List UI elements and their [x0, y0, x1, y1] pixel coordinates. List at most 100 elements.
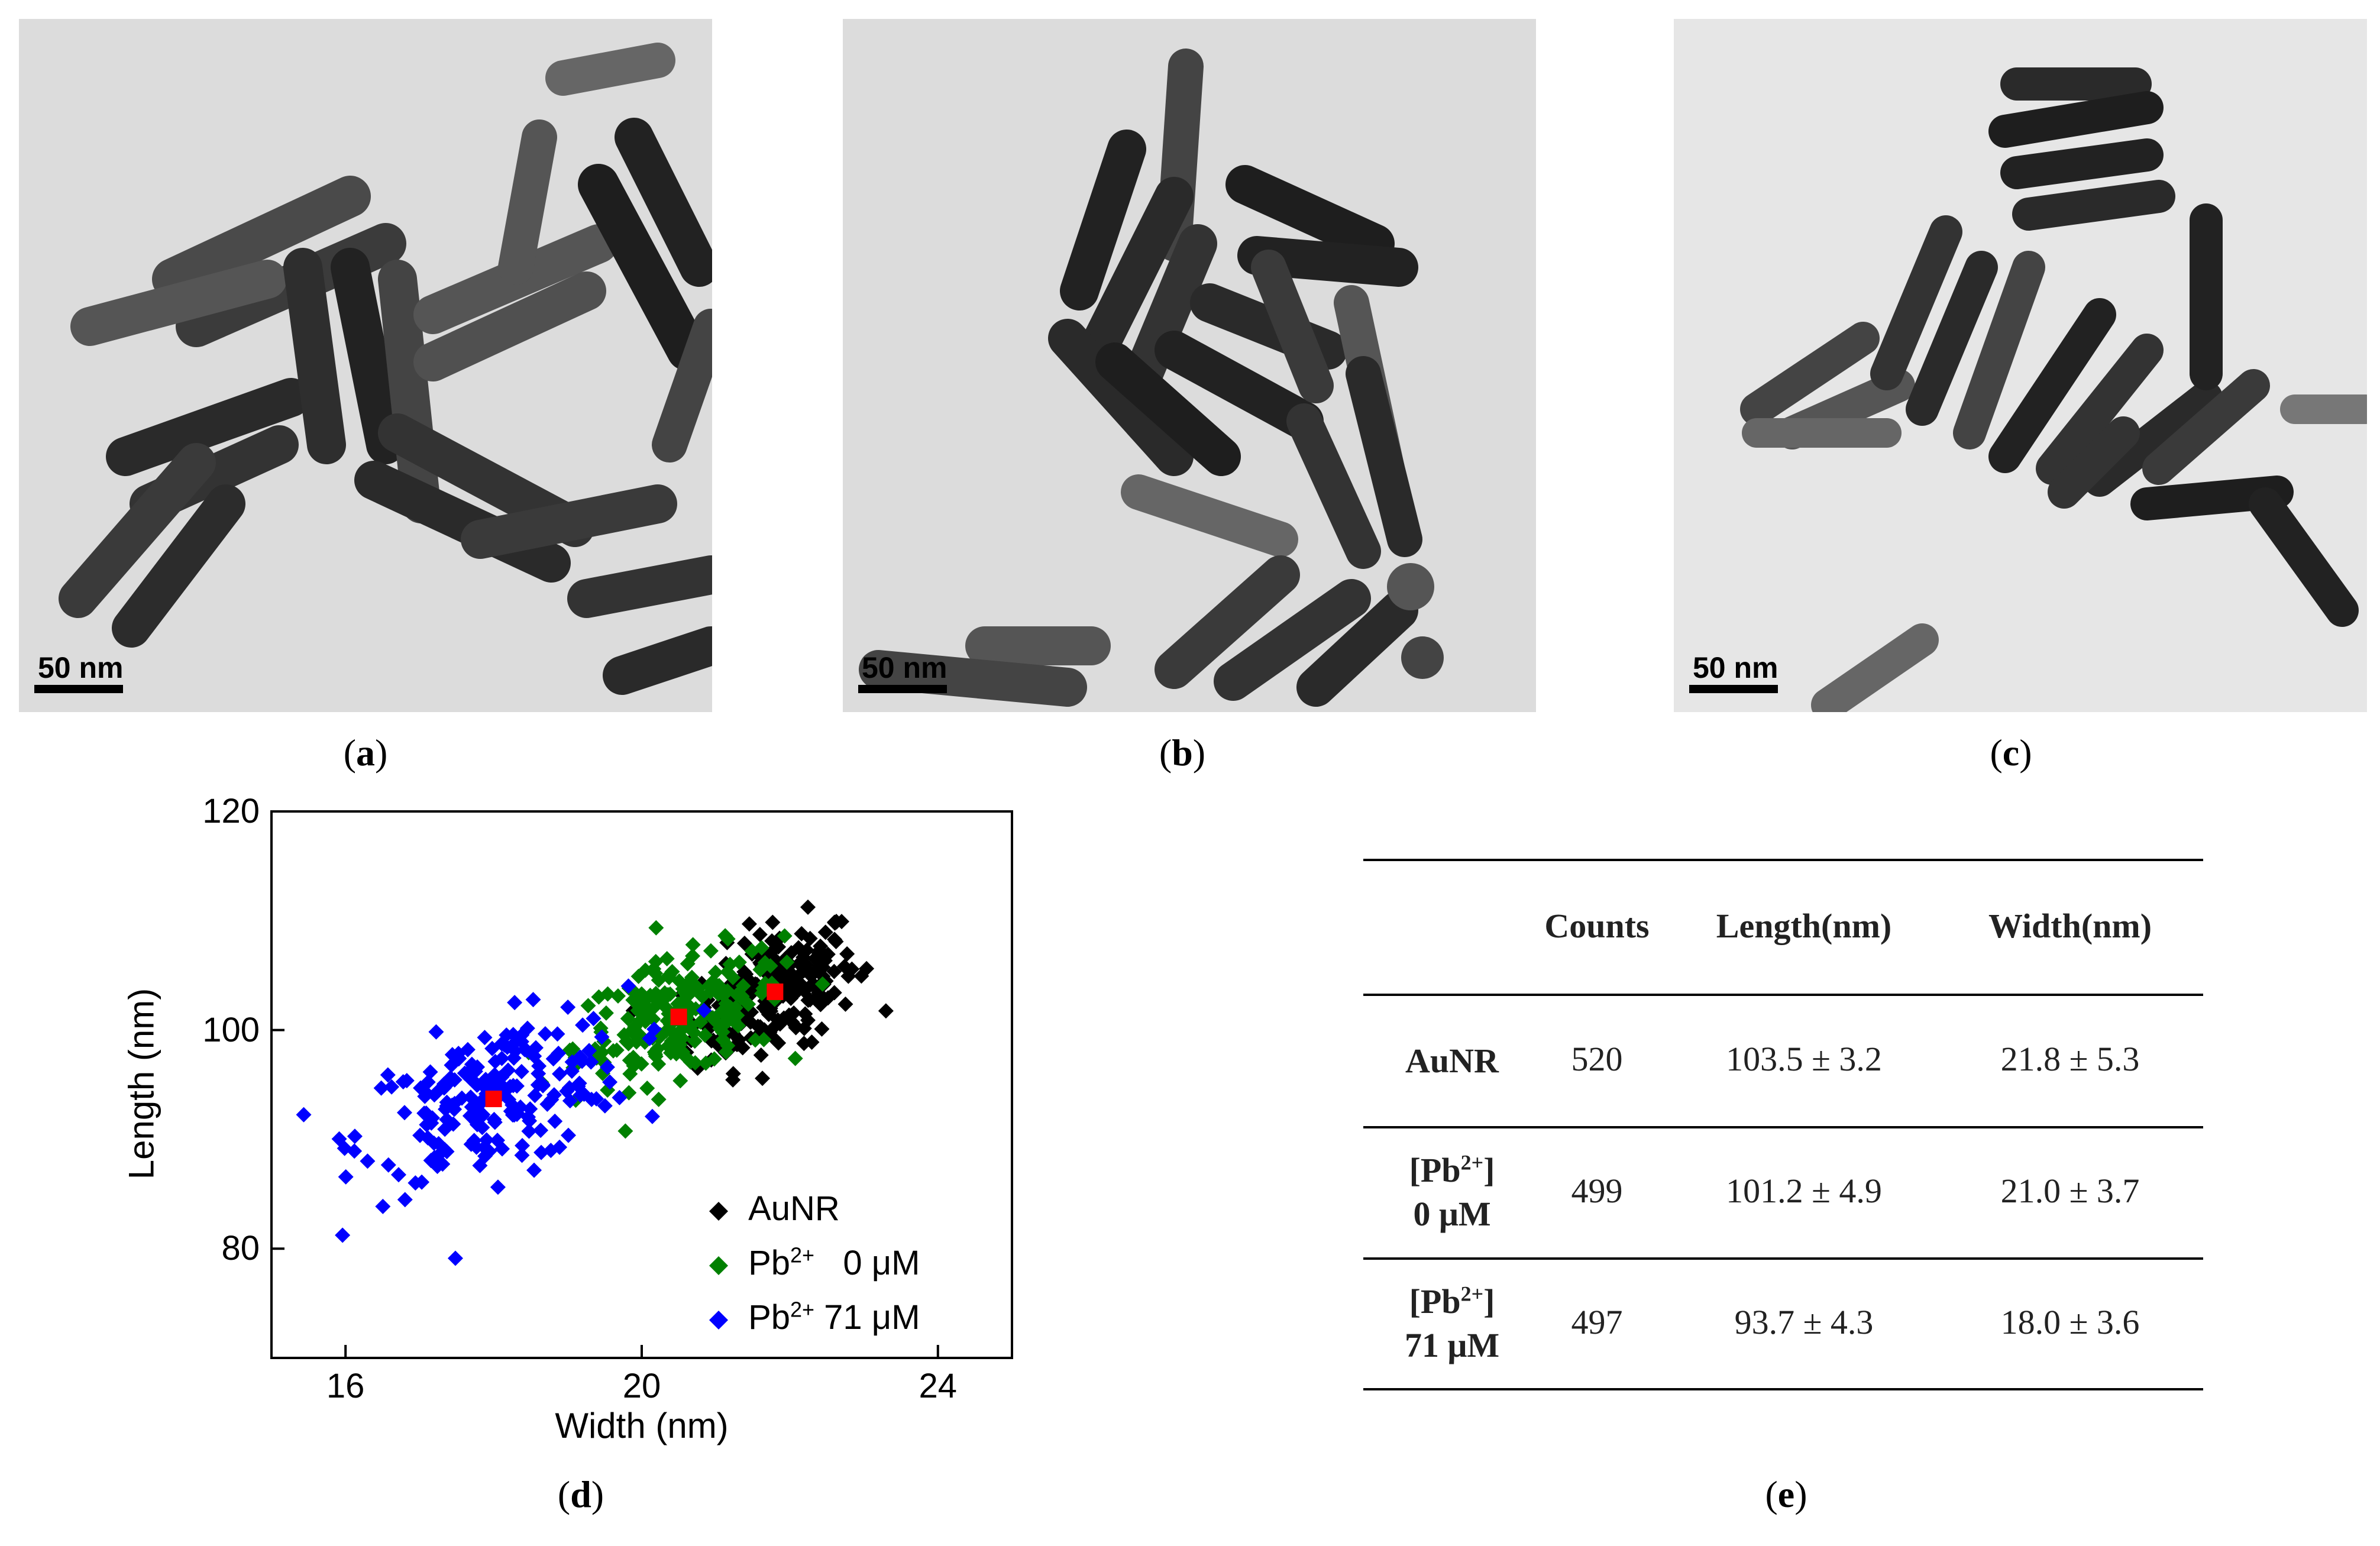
- data-point: [428, 1024, 444, 1040]
- data-point: [741, 916, 757, 932]
- data-point: [525, 992, 541, 1008]
- data-point: [754, 940, 769, 956]
- data-point: [494, 1141, 510, 1157]
- data-point: [671, 973, 687, 989]
- data-point: [380, 1157, 396, 1173]
- legend-marker: [709, 1311, 729, 1330]
- header-length: Length(nm): [1716, 907, 1892, 945]
- data-point: [447, 1101, 463, 1117]
- row-name-pb-71: [Pb2+] 71 μM: [1404, 1282, 1500, 1364]
- data-point: [672, 1073, 688, 1089]
- data-point: [583, 1054, 599, 1070]
- data-point: [462, 1108, 478, 1124]
- data-point: [648, 1049, 664, 1065]
- data-point: [859, 960, 875, 976]
- data-point: [794, 926, 810, 942]
- cell-counts: 497: [1571, 1303, 1623, 1341]
- data-point: [494, 1050, 510, 1066]
- data-point: [522, 1101, 538, 1117]
- data-point: [526, 1162, 542, 1178]
- table-row2-rule: [1363, 1257, 2203, 1260]
- data-point: [423, 1153, 439, 1169]
- legend-marker: [709, 1256, 729, 1276]
- mean-marker: [767, 983, 784, 1000]
- data-point: [545, 1051, 561, 1067]
- data-point: [648, 920, 664, 936]
- data-point: [492, 1070, 508, 1086]
- data-point: [697, 1027, 713, 1043]
- data-point: [787, 1050, 803, 1066]
- data-point: [702, 979, 718, 995]
- data-point: [814, 976, 830, 992]
- data-point: [507, 1043, 523, 1059]
- data-point: [800, 899, 816, 915]
- y-tick-label: 80: [221, 1229, 260, 1268]
- data-point: [575, 1017, 591, 1033]
- data-point: [791, 940, 807, 956]
- tem-image-c: 50 nm: [1674, 19, 2367, 712]
- row-name-pb-0: [Pb2+] 0 μM: [1409, 1150, 1495, 1233]
- legend-label: AuNR: [748, 1189, 840, 1228]
- data-point: [375, 1198, 391, 1214]
- data-point: [740, 996, 756, 1012]
- data-point: [765, 914, 781, 930]
- data-point: [696, 1002, 712, 1018]
- data-point: [574, 1053, 590, 1069]
- data-point: [685, 937, 701, 953]
- data-point: [687, 1033, 703, 1049]
- data-point: [397, 1192, 413, 1208]
- data-point: [486, 1111, 502, 1127]
- data-point: [648, 953, 664, 969]
- data-point: [730, 1018, 746, 1034]
- data-point: [729, 987, 745, 1002]
- data-point: [395, 1074, 411, 1090]
- data-point: [469, 1104, 485, 1120]
- panel-label-e: (e): [1765, 1473, 1807, 1515]
- data-point: [703, 943, 719, 959]
- table-top-rule: [1363, 859, 2203, 861]
- x-tick-label: 24: [919, 1367, 958, 1405]
- data-point: [431, 1136, 447, 1152]
- data-point: [813, 997, 829, 1013]
- data-point: [793, 958, 809, 973]
- data-point: [764, 933, 780, 949]
- data-point: [454, 1090, 470, 1106]
- data-point: [549, 1026, 565, 1042]
- panel-label-b: (b): [1159, 732, 1206, 774]
- data-point: [730, 1036, 746, 1052]
- scale-label-a: 50 nm: [38, 651, 124, 684]
- data-point: [537, 1026, 553, 1042]
- data-point: [477, 1030, 493, 1046]
- mean-marker: [670, 1008, 687, 1026]
- data-point: [698, 1055, 714, 1071]
- data-point: [490, 1179, 506, 1195]
- legend-label: Pb2+ 0 μM: [748, 1243, 920, 1283]
- data-point: [752, 1019, 768, 1035]
- data-point: [648, 985, 664, 1001]
- data-point: [439, 1111, 455, 1127]
- data-point: [331, 1131, 347, 1147]
- data-point: [756, 1031, 772, 1047]
- data-point: [447, 1072, 463, 1088]
- data-point: [599, 1059, 615, 1075]
- data-point: [347, 1143, 363, 1159]
- data-point: [725, 1072, 741, 1088]
- table-row1-rule: [1363, 1126, 2203, 1128]
- data-point: [644, 1108, 660, 1124]
- cell-width: 18.0 ± 3.6: [2000, 1303, 2140, 1341]
- data-point: [591, 989, 607, 1005]
- data-point: [770, 1012, 786, 1028]
- data-point: [438, 1101, 454, 1117]
- data-point: [560, 1000, 576, 1015]
- data-point: [296, 1107, 312, 1123]
- scale-label-b: 50 nm: [862, 651, 948, 684]
- data-point: [564, 1054, 580, 1070]
- data-point: [562, 1042, 578, 1058]
- data-point: [777, 928, 793, 944]
- data-point: [694, 988, 710, 1004]
- data-point: [546, 1087, 562, 1103]
- data-point: [811, 945, 827, 961]
- cell-width: 21.0 ± 3.7: [2000, 1172, 2140, 1210]
- data-point: [380, 1067, 396, 1083]
- data-point: [779, 954, 795, 970]
